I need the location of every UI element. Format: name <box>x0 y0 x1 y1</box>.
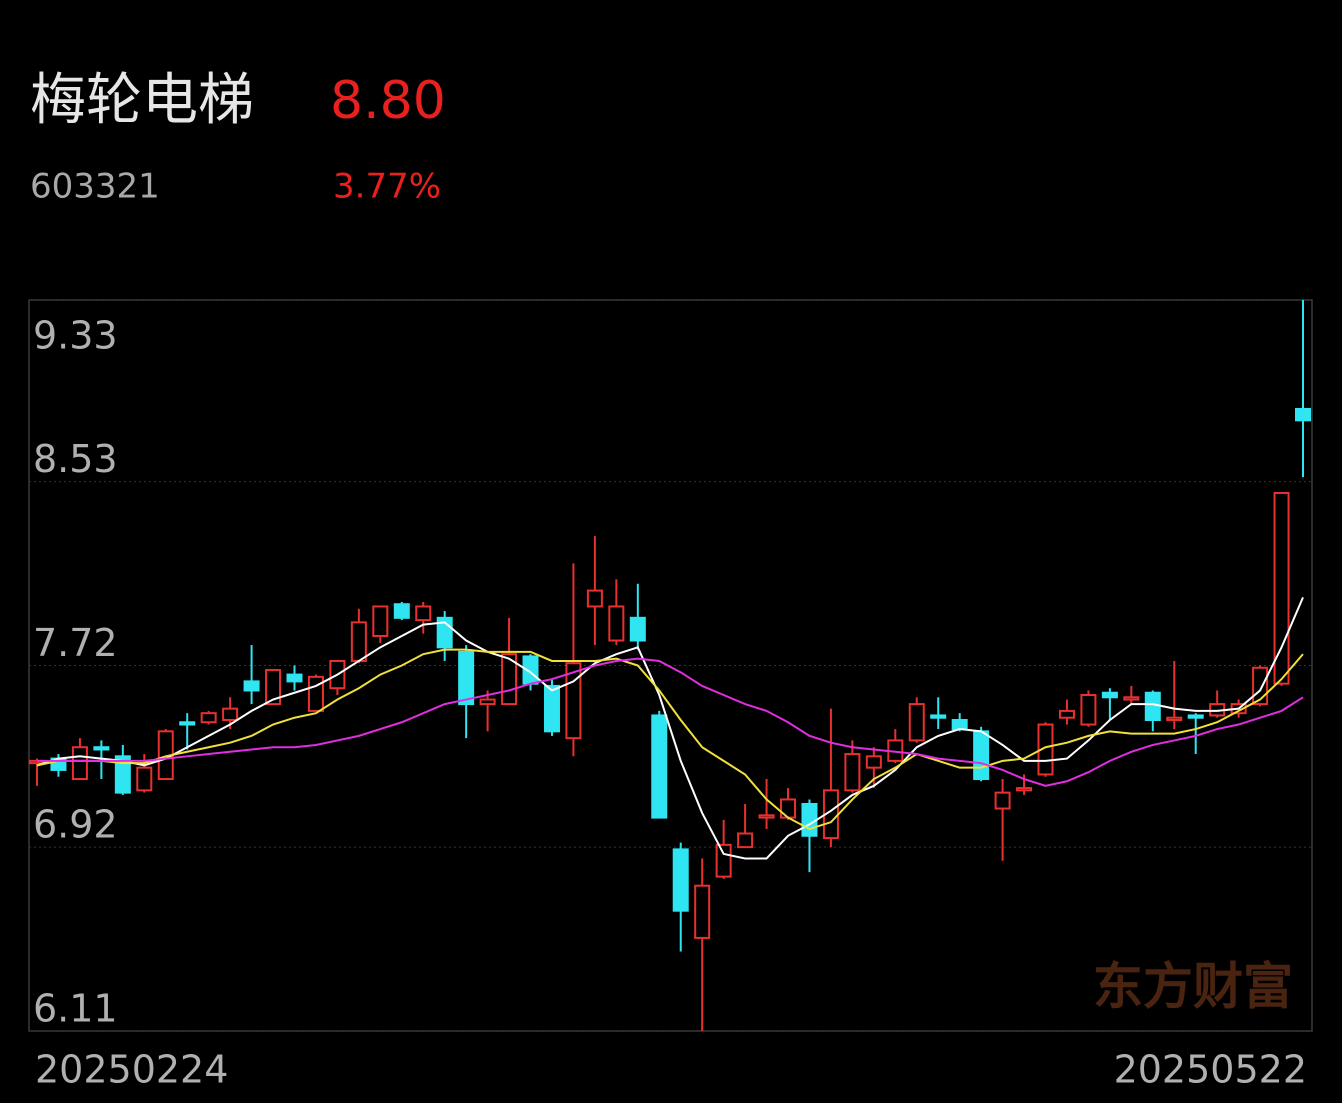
candle-body <box>458 650 475 706</box>
candle-body <box>543 684 560 733</box>
candle-body <box>1144 691 1161 721</box>
candle-body <box>393 603 410 619</box>
y-tick-label: 7.72 <box>33 621 118 665</box>
candle-body <box>586 589 603 608</box>
y-tick-label: 9.33 <box>33 314 118 358</box>
candle-body <box>715 843 732 878</box>
candle-body <box>1187 714 1204 719</box>
candle-body <box>1080 694 1097 726</box>
y-tick-label: 8.53 <box>33 437 118 481</box>
candle-body <box>1166 716 1183 721</box>
candle-body <box>200 712 217 724</box>
candle-body <box>350 621 367 662</box>
candle-body <box>1123 696 1140 701</box>
stock-name: 梅轮电梯 <box>30 68 254 133</box>
candle-body <box>930 714 947 719</box>
stock-code: 603321 <box>30 167 160 207</box>
candle-body <box>179 721 196 726</box>
candle-body <box>737 832 754 849</box>
candle-body <box>286 673 303 683</box>
candle-body <box>758 814 775 819</box>
candle-body <box>908 703 925 742</box>
candle-body <box>865 755 882 769</box>
candle-body <box>1058 709 1075 719</box>
ma-line <box>37 657 1304 787</box>
candle-body <box>973 730 990 781</box>
ma-line <box>36 648 1304 831</box>
candle-body <box>114 755 131 794</box>
candle-body <box>608 605 625 642</box>
candle-body <box>136 766 153 792</box>
watermark: 东方财富 <box>1093 958 1293 1016</box>
candle-body <box>415 605 432 622</box>
candle-body <box>479 698 496 706</box>
candle-body <box>629 616 646 642</box>
stock-price: 8.80 <box>330 71 446 131</box>
x-tick-label: 20250522 <box>1114 1048 1307 1092</box>
candle-body <box>1273 491 1290 685</box>
y-tick-label: 6.92 <box>33 803 118 847</box>
ma-line <box>36 596 1304 860</box>
candle-body <box>307 675 324 712</box>
candle-body <box>951 718 968 731</box>
candle-body <box>651 714 668 819</box>
candle-body <box>780 798 797 819</box>
candle-body <box>1295 407 1311 422</box>
candle-body <box>222 707 239 721</box>
candle-body <box>1101 691 1118 699</box>
candle-body <box>71 746 88 781</box>
price-change: 3.77% <box>333 167 441 207</box>
y-tick-label: 6.11 <box>33 987 118 1031</box>
candle-body <box>694 884 711 939</box>
candle-body <box>1037 723 1054 776</box>
candle-body <box>672 848 689 912</box>
candle-body <box>844 753 861 792</box>
candle-body <box>1016 787 1033 792</box>
candle-body <box>372 605 389 637</box>
candle-body <box>801 802 818 837</box>
candle-body <box>243 680 260 692</box>
candle-body <box>93 746 110 751</box>
x-tick-label: 20250224 <box>35 1048 228 1092</box>
candle-body <box>265 669 282 706</box>
candle-body <box>994 791 1011 810</box>
